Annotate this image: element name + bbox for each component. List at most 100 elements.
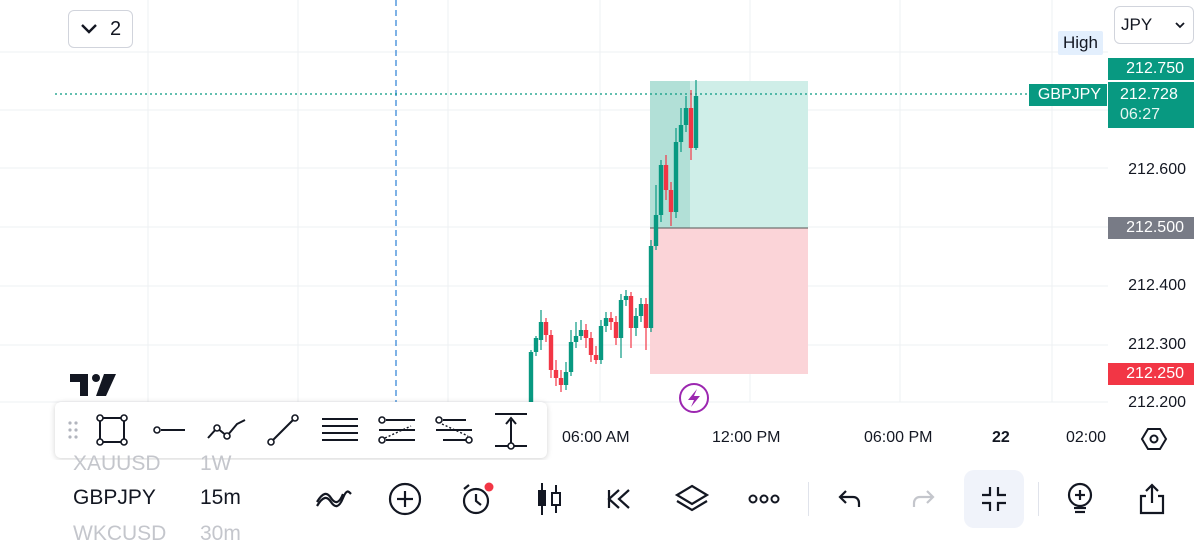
candle-body bbox=[648, 246, 654, 328]
drawing-toolbar bbox=[55, 402, 547, 458]
current-symbol[interactable]: GBPJPY bbox=[73, 486, 156, 509]
time-label: 22 bbox=[992, 429, 1010, 446]
currency-value: JPY bbox=[1121, 15, 1153, 34]
rewind-icon bbox=[607, 489, 630, 509]
indicators-wave-icon bbox=[316, 490, 352, 508]
measure-icon bbox=[494, 413, 527, 450]
add-button[interactable] bbox=[385, 478, 425, 520]
toolbar-divider bbox=[1038, 482, 1039, 516]
candle-body bbox=[623, 296, 629, 300]
candle-body bbox=[638, 304, 644, 316]
share-icon bbox=[1139, 483, 1165, 515]
candle-body bbox=[533, 338, 539, 352]
watchlist-interval[interactable]: 1W bbox=[200, 452, 232, 474]
bar-countdown: 06:27 bbox=[1120, 106, 1161, 123]
path-icon bbox=[206, 419, 245, 440]
horizontal-line-icon bbox=[152, 426, 185, 434]
more-button[interactable] bbox=[744, 478, 784, 520]
chart-area[interactable]: 212.600 212.400 212.300 212.200 212.750 … bbox=[0, 0, 1200, 460]
candle-body bbox=[653, 215, 659, 246]
time-label: 06:00 PM bbox=[864, 429, 933, 446]
current-interval[interactable]: 15m bbox=[200, 486, 241, 509]
candle-body bbox=[688, 108, 694, 148]
candle-body bbox=[563, 372, 569, 385]
time-label: 12:00 PM bbox=[712, 429, 781, 446]
horizontal-line-tool[interactable] bbox=[140, 402, 197, 458]
candle-body bbox=[693, 96, 699, 148]
currency-select[interactable]: JPY bbox=[1114, 6, 1194, 44]
indicators-button[interactable] bbox=[314, 478, 354, 520]
candle-body bbox=[633, 316, 639, 328]
price-chart[interactable] bbox=[0, 0, 1200, 460]
candle-body bbox=[573, 336, 579, 342]
share-button[interactable] bbox=[1132, 478, 1172, 520]
candle-body bbox=[548, 335, 554, 370]
parallel-channel-icon bbox=[377, 416, 415, 444]
price-label: 212.600 bbox=[1128, 161, 1186, 178]
trend-line-tool[interactable] bbox=[254, 402, 311, 458]
horizontal-lines-icon bbox=[321, 418, 358, 441]
watchlist-symbol[interactable]: WKCUSD bbox=[73, 522, 167, 540]
undo-button[interactable] bbox=[830, 478, 870, 520]
redo-button[interactable] bbox=[903, 478, 943, 520]
settings-hexagon-icon[interactable] bbox=[1140, 425, 1168, 453]
fib-retracement-tool[interactable] bbox=[425, 402, 482, 458]
price-label: 212.200 bbox=[1128, 394, 1186, 411]
horizontal-lines-tool[interactable] bbox=[311, 402, 368, 458]
trend-line-icon bbox=[266, 414, 299, 446]
candle-body bbox=[538, 322, 544, 340]
chart-grid bbox=[0, 0, 1108, 403]
candle-body bbox=[598, 326, 604, 360]
stop-price-tag: 212.250 bbox=[1108, 363, 1194, 385]
ideas-button[interactable] bbox=[1060, 478, 1100, 520]
layers-button[interactable] bbox=[672, 478, 712, 520]
undo-icon bbox=[838, 490, 861, 507]
time-label: 06:00 AM bbox=[562, 429, 630, 446]
watchlist-interval[interactable]: 30m bbox=[200, 522, 241, 540]
chart-type-button[interactable] bbox=[529, 478, 569, 520]
candle-body bbox=[613, 322, 619, 338]
candle-body bbox=[663, 165, 669, 190]
lightbulb-plus-icon bbox=[1067, 482, 1093, 514]
loss-zone bbox=[650, 228, 808, 374]
watchlist-symbol[interactable]: XAUUSD bbox=[73, 452, 161, 474]
chevron-down-icon bbox=[1175, 22, 1185, 29]
lightning-icon bbox=[688, 389, 700, 407]
alarm-clock-icon bbox=[462, 482, 494, 515]
candle-body bbox=[568, 342, 574, 372]
candle-body bbox=[628, 296, 634, 328]
replay-button[interactable] bbox=[600, 478, 640, 520]
layout-count: 2 bbox=[109, 17, 122, 40]
tradingview-logo bbox=[70, 372, 118, 403]
current-price: 212.728 bbox=[1120, 86, 1178, 103]
current-price-tag: 212.728 06:27 bbox=[1108, 82, 1194, 128]
candle-body bbox=[528, 352, 534, 402]
candle-body bbox=[593, 355, 599, 360]
candles-icon bbox=[538, 483, 561, 515]
alert-button[interactable] bbox=[457, 478, 497, 520]
parallel-channel-tool[interactable] bbox=[368, 402, 425, 458]
layout-toggle-button[interactable]: 2 bbox=[68, 10, 133, 48]
path-tool[interactable] bbox=[197, 402, 254, 458]
collapse-icon bbox=[982, 487, 1006, 511]
candle-body bbox=[668, 190, 674, 212]
candle-body bbox=[543, 322, 549, 335]
exit-fullscreen-button[interactable] bbox=[964, 470, 1024, 528]
candle-body bbox=[618, 300, 624, 338]
candle-body bbox=[608, 318, 614, 322]
redo-icon bbox=[912, 490, 935, 507]
candle-body bbox=[658, 165, 664, 215]
rectangle-icon bbox=[95, 414, 128, 446]
rectangle-tool[interactable] bbox=[83, 402, 140, 458]
measure-tool[interactable] bbox=[482, 402, 539, 458]
candle-body bbox=[558, 378, 564, 385]
candle-body bbox=[588, 338, 594, 355]
drag-handle-icon[interactable] bbox=[63, 402, 83, 458]
price-label: 212.300 bbox=[1128, 336, 1186, 353]
fib-retracement-icon bbox=[434, 416, 473, 444]
time-label: 02:00 bbox=[1066, 429, 1107, 446]
chevron-down-icon bbox=[81, 24, 97, 34]
candle-body bbox=[553, 370, 559, 378]
toolbar-divider bbox=[808, 482, 809, 516]
layers-icon bbox=[674, 484, 710, 512]
